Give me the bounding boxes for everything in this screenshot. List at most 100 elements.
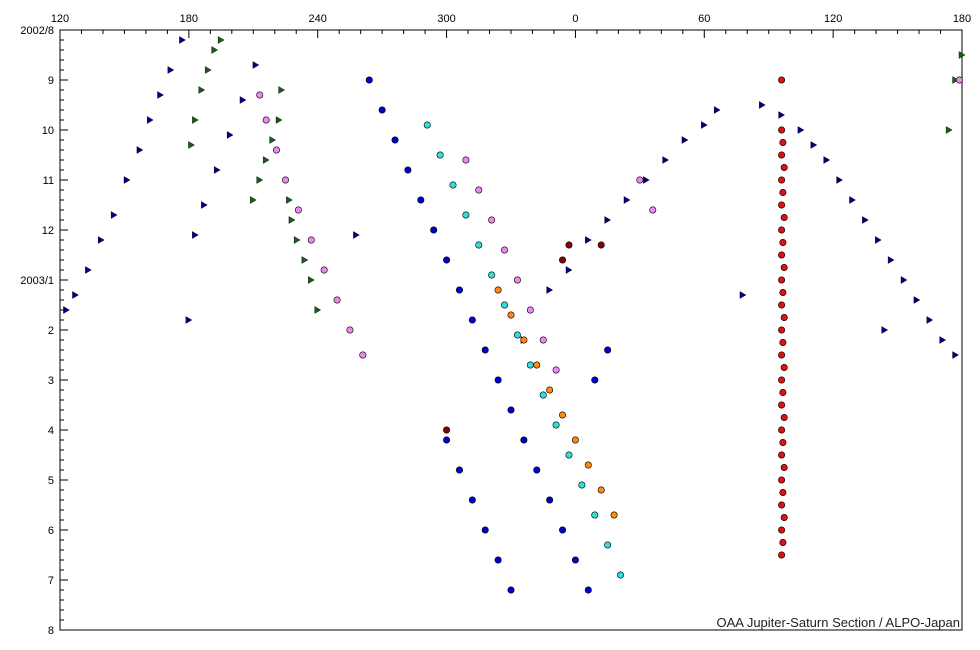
- data-point: [488, 271, 496, 279]
- data-point: [507, 586, 515, 594]
- y-tick-label: 6: [48, 525, 54, 537]
- data-point: [301, 256, 309, 264]
- data-point: [546, 286, 554, 294]
- data-point: [192, 116, 199, 124]
- data-point: [578, 481, 586, 489]
- data-point: [110, 211, 118, 219]
- data-point: [778, 326, 786, 334]
- data-point: [780, 313, 788, 321]
- data-point: [778, 501, 786, 509]
- y-tick-label: 3: [48, 375, 54, 387]
- data-point: [546, 496, 554, 504]
- data-point: [185, 316, 193, 324]
- data-point: [475, 241, 483, 249]
- data-point: [250, 196, 257, 204]
- data-point: [559, 411, 567, 419]
- data-point: [157, 91, 164, 99]
- data-point: [780, 164, 788, 172]
- data-point: [136, 146, 144, 154]
- data-point: [443, 426, 451, 434]
- data-point: [269, 136, 277, 144]
- data-point: [533, 466, 541, 474]
- y-tick-label: 9: [48, 75, 54, 87]
- data-point: [201, 201, 208, 209]
- data-point: [72, 291, 79, 299]
- data-point: [217, 36, 225, 44]
- data-point: [204, 66, 212, 74]
- y-tick-label: 5: [48, 475, 54, 487]
- data-point: [797, 126, 805, 134]
- y-tick-label: 7: [48, 575, 54, 587]
- x-tick-label: 120: [51, 13, 69, 25]
- data-point: [552, 366, 560, 374]
- data-point: [779, 288, 787, 296]
- data-point: [778, 451, 786, 459]
- data-point: [314, 306, 322, 314]
- y-tick-label: 2: [48, 325, 54, 337]
- data-point: [887, 256, 895, 264]
- data-point: [462, 211, 470, 219]
- data-point: [597, 241, 605, 249]
- data-point: [526, 361, 534, 369]
- y-tick-label: 2003/1: [20, 275, 54, 287]
- data-point: [256, 176, 264, 184]
- data-point: [520, 336, 528, 344]
- data-point: [778, 251, 786, 259]
- data-point: [507, 311, 515, 319]
- data-point: [778, 111, 785, 119]
- data-point: [513, 331, 521, 339]
- data-point: [272, 146, 280, 154]
- data-point: [875, 236, 882, 244]
- data-point: [779, 388, 787, 396]
- data-point: [779, 239, 787, 247]
- data-point: [780, 263, 788, 271]
- data-point: [552, 421, 560, 429]
- data-point: [533, 361, 541, 369]
- data-point: [778, 426, 786, 434]
- data-point: [546, 386, 554, 394]
- data-point: [636, 176, 644, 184]
- data-point: [778, 351, 786, 359]
- y-tick-label: 4: [48, 425, 54, 437]
- data-point: [952, 351, 959, 359]
- x-tick-label: 180: [180, 13, 198, 25]
- y-tick-label: 2002/8: [20, 25, 54, 37]
- data-point: [849, 196, 856, 204]
- data-point: [780, 513, 788, 521]
- data-point: [501, 301, 509, 309]
- data-point: [585, 236, 592, 244]
- data-point: [779, 338, 787, 346]
- data-point: [926, 316, 934, 324]
- data-point: [713, 106, 721, 114]
- data-point: [780, 363, 788, 371]
- data-point: [662, 156, 670, 164]
- y-tick-label: 11: [43, 175, 54, 187]
- data-point: [939, 336, 947, 344]
- data-point: [565, 266, 573, 274]
- data-point: [417, 196, 425, 204]
- data-point: [468, 316, 476, 324]
- data-point: [778, 526, 786, 534]
- data-point: [591, 376, 599, 384]
- data-point: [584, 461, 592, 469]
- data-point: [778, 476, 786, 484]
- data-point: [559, 256, 567, 264]
- data-point: [507, 406, 515, 414]
- data-point: [146, 116, 154, 124]
- data-point: [468, 496, 476, 504]
- data-point: [778, 401, 786, 409]
- data-point: [378, 106, 386, 114]
- data-point: [278, 86, 286, 94]
- data-point: [252, 61, 260, 69]
- data-point: [481, 526, 489, 534]
- data-point: [604, 541, 612, 549]
- data-point: [945, 126, 953, 134]
- data-point: [494, 376, 502, 384]
- data-point: [85, 266, 92, 274]
- data-point: [780, 463, 788, 471]
- data-point: [520, 436, 528, 444]
- data-point: [681, 136, 689, 144]
- data-point: [778, 151, 786, 159]
- y-tick-label: 8: [48, 625, 54, 637]
- data-point: [952, 76, 959, 84]
